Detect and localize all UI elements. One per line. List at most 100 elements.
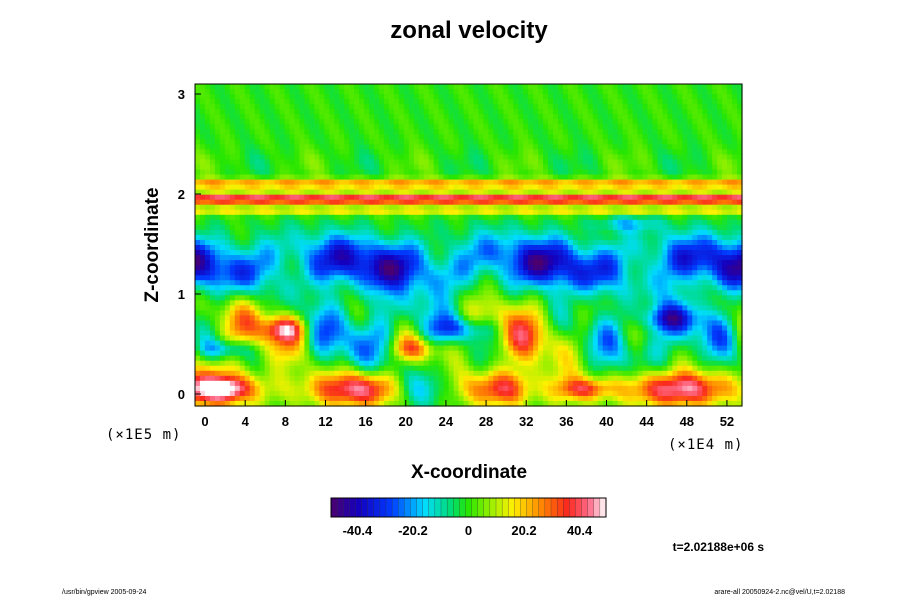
heatmap-cell — [707, 234, 713, 241]
heatmap-cell — [637, 275, 644, 281]
heatmap-cell — [548, 144, 554, 151]
heatmap-cell — [324, 280, 330, 286]
heatmap-cell — [523, 169, 529, 176]
heatmap-cell — [239, 300, 246, 306]
heatmap-cell — [553, 265, 559, 271]
heatmap-cell — [632, 199, 639, 206]
heatmap-cell — [428, 154, 435, 161]
heatmap-cell — [349, 290, 355, 296]
heatmap-cell — [249, 209, 256, 216]
heatmap-cell — [702, 214, 708, 221]
heatmap-cell — [687, 245, 693, 251]
heatmap-cell — [717, 245, 723, 251]
heatmap-cell — [548, 179, 554, 186]
heatmap-cell — [513, 149, 519, 156]
heatmap-cell — [304, 255, 310, 261]
heatmap-cell — [418, 300, 425, 306]
heatmap-cell — [597, 290, 604, 296]
heatmap-cell — [254, 164, 261, 171]
heatmap-cell — [677, 109, 683, 115]
heatmap-cell — [582, 174, 589, 181]
heatmap-cell — [652, 184, 659, 191]
heatmap-cell — [607, 164, 614, 171]
heatmap-cell — [697, 204, 703, 211]
heatmap-cell — [513, 204, 519, 211]
heatmap-cell — [727, 189, 733, 196]
heatmap-cell — [393, 149, 400, 156]
heatmap-cell — [543, 164, 549, 171]
heatmap-cell — [498, 300, 504, 306]
heatmap-cell — [473, 159, 480, 166]
heatmap-cell — [523, 295, 529, 301]
heatmap-cell — [478, 270, 485, 276]
heatmap-cell — [513, 300, 519, 306]
heatmap-cell — [582, 209, 589, 216]
heatmap-cell — [493, 229, 499, 236]
heatmap-cell — [543, 194, 549, 201]
heatmap-cell — [294, 179, 301, 186]
heatmap-cell — [587, 229, 594, 236]
heatmap-cell — [642, 280, 649, 286]
heatmap-cell — [558, 189, 564, 196]
heatmap-cell — [493, 209, 499, 216]
heatmap-cell — [319, 290, 325, 296]
heatmap-cell — [692, 285, 698, 291]
heatmap-cell — [393, 245, 400, 251]
heatmap-cell — [453, 199, 460, 206]
heatmap-cell — [498, 214, 504, 221]
heatmap-cell — [657, 224, 664, 231]
heatmap-cell — [349, 139, 355, 145]
heatmap-cell — [727, 169, 733, 176]
heatmap-cell — [483, 104, 489, 110]
heatmap-cell — [408, 89, 415, 95]
heatmap-cell — [378, 129, 385, 135]
heatmap-cell — [622, 139, 629, 145]
heatmap-cell — [483, 84, 489, 90]
heatmap-cell — [463, 84, 470, 90]
heatmap-cell — [553, 94, 559, 100]
heatmap-cell — [423, 134, 430, 140]
heatmap-cell — [383, 174, 390, 181]
heatmap-cell — [204, 159, 211, 166]
heatmap-cell — [443, 270, 450, 276]
heatmap-cell — [354, 129, 360, 135]
heatmap-cell — [637, 154, 644, 161]
heatmap-cell — [304, 300, 310, 306]
heatmap-cell — [617, 239, 624, 246]
heatmap-cell — [662, 144, 669, 151]
heatmap-cell — [423, 305, 430, 312]
heatmap-cell — [378, 270, 385, 276]
heatmap-cell — [567, 159, 574, 166]
heatmap-cell — [418, 129, 425, 135]
heatmap-cell — [244, 234, 251, 241]
heatmap-cell — [299, 239, 305, 246]
heatmap-cell — [488, 300, 494, 306]
heatmap-cell — [458, 139, 465, 145]
heatmap-cell — [717, 104, 723, 110]
heatmap-cell — [592, 300, 599, 306]
heatmap-cell — [354, 134, 360, 140]
heatmap-cell — [369, 144, 375, 151]
heatmap-cell — [652, 179, 659, 186]
heatmap-cell — [488, 114, 494, 120]
heatmap-cell — [637, 89, 644, 95]
heatmap-cell — [533, 305, 539, 312]
heatmap-cell — [657, 84, 664, 90]
heatmap-cell — [597, 174, 604, 181]
heatmap-cell — [637, 144, 644, 151]
heatmap-cell — [717, 204, 723, 211]
heatmap-cell — [214, 310, 221, 317]
heatmap-cell — [219, 270, 226, 276]
heatmap-cell — [284, 300, 291, 306]
heatmap-cell — [458, 290, 465, 296]
heatmap-cell — [204, 179, 211, 186]
heatmap-cell — [677, 239, 683, 246]
heatmap-cell — [204, 270, 211, 276]
heatmap-cell — [239, 265, 246, 271]
heatmap-cell — [637, 104, 644, 110]
heatmap-cell — [463, 285, 470, 291]
heatmap-cell — [204, 305, 211, 312]
heatmap-cell — [369, 164, 375, 171]
heatmap-cell — [378, 209, 385, 216]
heatmap-cell — [662, 99, 669, 105]
